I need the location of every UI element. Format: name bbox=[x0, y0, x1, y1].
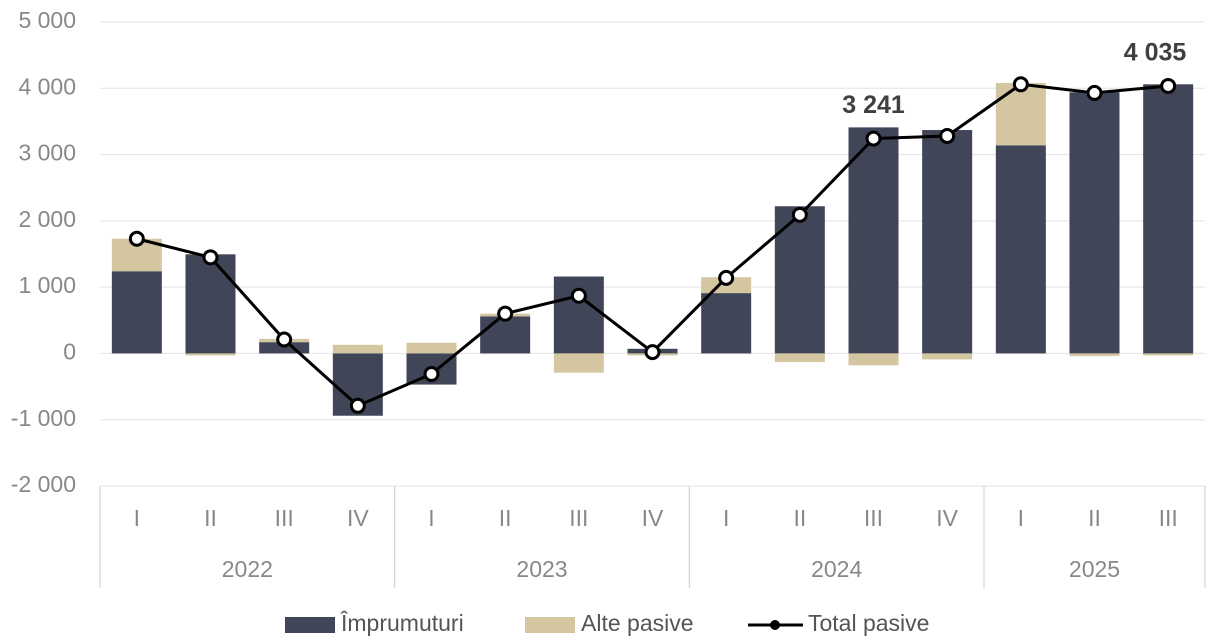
legend-swatch bbox=[525, 617, 575, 633]
y-tick-label: 4 000 bbox=[18, 73, 76, 99]
x-group-label: 2025 bbox=[1069, 556, 1120, 582]
data-label: 4 035 bbox=[1124, 39, 1187, 67]
bar bbox=[1069, 92, 1120, 354]
x-group-label: 2024 bbox=[811, 556, 862, 582]
line-marker bbox=[349, 397, 366, 414]
x-group-label: 2023 bbox=[516, 556, 567, 582]
line-marker bbox=[128, 230, 145, 247]
x-tick-label: II bbox=[204, 505, 217, 531]
line-marker bbox=[276, 331, 293, 348]
x-tick-label: I bbox=[1018, 505, 1024, 531]
legend-marker bbox=[770, 620, 780, 630]
x-tick-label: IV bbox=[936, 505, 958, 531]
line-marker bbox=[644, 344, 661, 361]
line-marker bbox=[1012, 76, 1029, 93]
bar bbox=[701, 293, 752, 354]
y-tick-label: 0 bbox=[63, 339, 76, 365]
x-group-label: 2022 bbox=[222, 556, 273, 582]
x-tick-label: II bbox=[1088, 505, 1101, 531]
line-marker bbox=[423, 365, 440, 382]
bar bbox=[1069, 353, 1120, 357]
y-tick-label: -1 000 bbox=[11, 405, 76, 431]
line-marker bbox=[865, 130, 882, 147]
bar bbox=[995, 145, 1046, 354]
bar bbox=[1143, 353, 1194, 356]
y-tick-label: 2 000 bbox=[18, 206, 76, 232]
x-tick-label: I bbox=[723, 505, 729, 531]
bar bbox=[406, 342, 457, 354]
data-label: 3 241 bbox=[842, 91, 905, 119]
line-marker bbox=[497, 305, 514, 322]
y-tick-label: 3 000 bbox=[18, 140, 76, 166]
bar bbox=[111, 271, 162, 354]
line-marker bbox=[791, 206, 808, 223]
x-tick-label: I bbox=[134, 505, 140, 531]
y-tick-label: 5 000 bbox=[18, 7, 76, 33]
legend-label: Alte pasive bbox=[581, 610, 694, 636]
bar bbox=[553, 353, 604, 373]
line-marker bbox=[202, 249, 219, 266]
line-marker bbox=[570, 287, 587, 304]
bar bbox=[332, 344, 383, 354]
bar bbox=[259, 342, 310, 354]
x-tick-label: IV bbox=[347, 505, 369, 531]
x-tick-label: III bbox=[864, 505, 883, 531]
x-tick-label: III bbox=[1159, 505, 1178, 531]
line-marker bbox=[1160, 77, 1177, 94]
legend-label: Total pasive bbox=[808, 610, 929, 636]
bar bbox=[185, 254, 236, 354]
x-tick-label: IV bbox=[642, 505, 664, 531]
bar bbox=[995, 82, 1046, 146]
bar bbox=[922, 130, 973, 354]
x-tick-label: II bbox=[499, 505, 512, 531]
y-tick-label: 1 000 bbox=[18, 272, 76, 298]
bar bbox=[774, 353, 825, 363]
line-marker bbox=[718, 269, 735, 286]
line-marker bbox=[1086, 84, 1103, 101]
x-tick-label: III bbox=[569, 505, 588, 531]
line-marker bbox=[939, 128, 956, 145]
bar bbox=[922, 353, 973, 360]
x-tick-label: III bbox=[275, 505, 294, 531]
bar bbox=[480, 316, 531, 354]
bar bbox=[1143, 84, 1194, 354]
legend-label: Împrumuturi bbox=[340, 610, 464, 636]
y-tick-label: -2 000 bbox=[11, 471, 76, 497]
x-tick-label: I bbox=[428, 505, 434, 531]
bar bbox=[848, 353, 899, 366]
bar bbox=[185, 353, 236, 356]
legend-swatch bbox=[285, 617, 335, 633]
bar bbox=[848, 127, 899, 354]
x-tick-label: II bbox=[793, 505, 806, 531]
